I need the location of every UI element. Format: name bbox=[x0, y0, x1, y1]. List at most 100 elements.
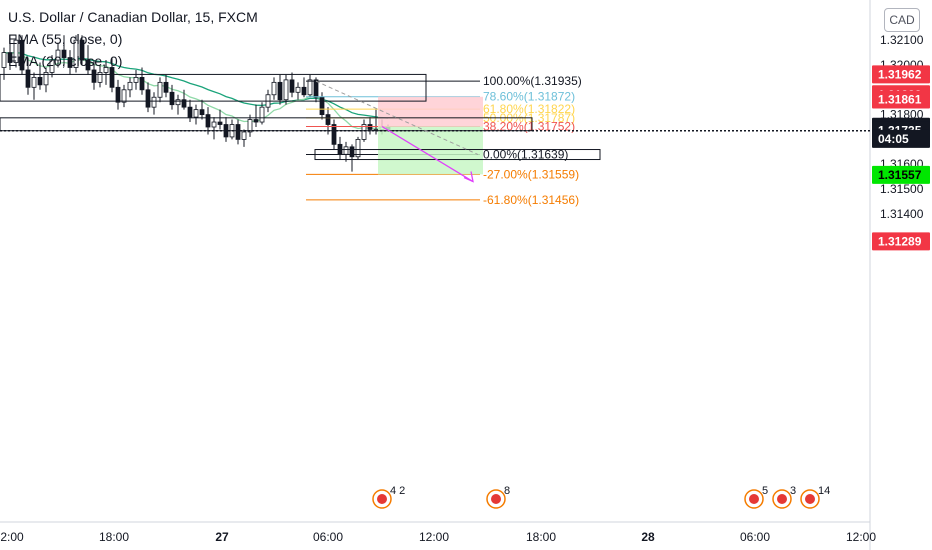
candle-body bbox=[361, 124, 367, 140]
candle-body bbox=[259, 106, 265, 123]
candle-body bbox=[13, 39, 19, 63]
candle-body bbox=[55, 49, 61, 61]
candle-body bbox=[235, 124, 241, 140]
candle-body bbox=[295, 86, 301, 93]
price-badge bbox=[872, 232, 930, 251]
trend-line[interactable] bbox=[315, 80, 479, 155]
candle-body bbox=[85, 59, 91, 71]
event-count-label: 14 bbox=[818, 485, 830, 497]
x-tick-label: 12:00 bbox=[846, 530, 876, 544]
candle-body bbox=[151, 96, 157, 108]
indicator-ema-20[interactable]: EMA (20, close, 0) bbox=[8, 53, 123, 69]
event-count-label: 4 2 bbox=[390, 485, 405, 497]
fib-level-label: 0.00%(1.31639) bbox=[483, 148, 568, 162]
flag-icon bbox=[377, 494, 387, 504]
x-tick-label: 12:00 bbox=[419, 530, 449, 544]
resistance-zone[interactable] bbox=[0, 73, 427, 102]
fib-level-label: 100.00%(1.31935) bbox=[483, 74, 582, 88]
candle-body bbox=[193, 109, 199, 118]
x-tick-label: 18:00 bbox=[526, 530, 556, 544]
x-tick-label: 06:00 bbox=[313, 530, 343, 544]
candle-body bbox=[157, 81, 163, 98]
candle-body bbox=[343, 146, 349, 155]
event-count-label: 3 bbox=[790, 485, 796, 497]
candle-body bbox=[217, 121, 223, 125]
candle-body bbox=[73, 39, 79, 68]
candle-body bbox=[61, 49, 67, 58]
arrow-head bbox=[463, 171, 474, 183]
x-tick-label: 18:00 bbox=[99, 530, 129, 544]
candle-body bbox=[313, 79, 319, 98]
candle-body bbox=[133, 77, 139, 83]
candle-body bbox=[91, 69, 97, 83]
candle-body bbox=[49, 59, 55, 73]
candle-body bbox=[109, 67, 115, 88]
y-tick-label: 1.32100 bbox=[880, 33, 924, 47]
x-tick-label: 2:00 bbox=[0, 530, 24, 544]
event-count-label: 8 bbox=[504, 485, 510, 497]
price-badge-label: 1.31861 bbox=[878, 92, 922, 106]
candle-body bbox=[331, 124, 337, 145]
candle-body bbox=[319, 96, 325, 115]
x-tick-label: 28 bbox=[641, 530, 655, 544]
flag-icon bbox=[777, 494, 787, 504]
fib-level-label: -27.00%(1.31559) bbox=[483, 167, 579, 181]
support-zone[interactable] bbox=[314, 149, 601, 161]
candle-body bbox=[79, 39, 85, 61]
candle-body bbox=[7, 52, 13, 63]
candle-body bbox=[115, 86, 121, 103]
candle-body bbox=[145, 89, 151, 108]
x-tick-label: 27 bbox=[215, 530, 229, 544]
candle-body bbox=[169, 91, 175, 106]
candle-body bbox=[211, 121, 217, 128]
chart-legend: U.S. Dollar / Canadian Dollar, 15, FXCM … bbox=[8, 6, 258, 72]
candle-body bbox=[139, 77, 145, 91]
currency-button[interactable]: CAD bbox=[884, 8, 920, 32]
candle-body bbox=[325, 114, 331, 125]
candle-body bbox=[19, 39, 25, 71]
candle-body bbox=[289, 79, 295, 93]
y-tick-label: 1.31500 bbox=[880, 182, 924, 196]
fib-level-label: 78.60%(1.31872) bbox=[483, 90, 575, 104]
candle-body bbox=[1, 52, 7, 68]
candle-body bbox=[121, 89, 127, 103]
candle-body bbox=[349, 146, 355, 158]
candle-body bbox=[241, 131, 247, 140]
flag-icon bbox=[805, 494, 815, 504]
candle-body bbox=[97, 72, 103, 83]
price-badge-label: 1.31962 bbox=[878, 67, 922, 81]
event-count-label: 5 bbox=[762, 485, 768, 497]
fib-level-label: -61.80%(1.31456) bbox=[483, 193, 579, 207]
price-badge bbox=[872, 129, 930, 148]
candle-body bbox=[43, 72, 49, 86]
candle-body bbox=[355, 138, 361, 158]
candle-body bbox=[277, 81, 283, 101]
price-badge-label: 1.31289 bbox=[878, 234, 922, 248]
short-stop-zone[interactable] bbox=[378, 96, 483, 127]
candle-body bbox=[199, 109, 205, 115]
candle-body bbox=[247, 119, 253, 133]
flag-icon bbox=[749, 494, 759, 504]
candle-body bbox=[253, 119, 259, 123]
candle-body bbox=[67, 57, 73, 68]
x-tick-label: 06:00 bbox=[740, 530, 770, 544]
chart-title: U.S. Dollar / Canadian Dollar, 15, FXCM bbox=[8, 9, 258, 25]
candle-body bbox=[25, 69, 31, 88]
price-badge-label: 1.31557 bbox=[878, 168, 922, 182]
projection-arrow[interactable] bbox=[381, 125, 474, 183]
candle-body bbox=[163, 81, 169, 93]
candle-body bbox=[205, 114, 211, 128]
flag-icon bbox=[491, 494, 501, 504]
price-badge-label: 04:05 bbox=[878, 132, 909, 146]
y-tick-label: 1.31400 bbox=[880, 207, 924, 221]
candle-body bbox=[181, 99, 187, 108]
candle-body bbox=[187, 106, 193, 118]
candle-body bbox=[31, 77, 37, 88]
indicator-ema-55[interactable]: EMA (55, close, 0) bbox=[8, 31, 123, 47]
candle-body bbox=[175, 99, 181, 106]
price-badge bbox=[872, 165, 930, 184]
candle-body bbox=[103, 67, 109, 73]
fib-level-label: 61.80%(1.31822) bbox=[483, 102, 575, 116]
price-badge bbox=[872, 65, 930, 84]
